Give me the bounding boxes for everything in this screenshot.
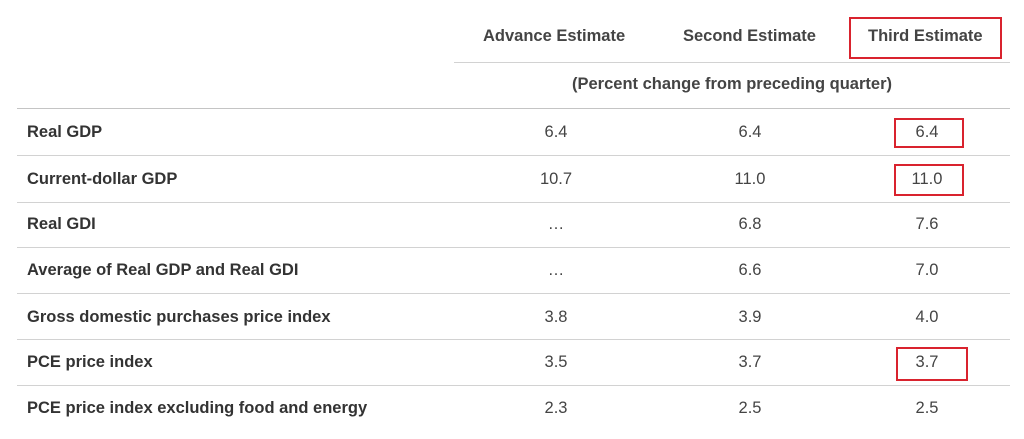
row-label-average-gdp-gdi: Average of Real GDP and Real GDI: [27, 261, 299, 279]
row-divider: [17, 385, 1010, 386]
cell-current-dollar-gdp-advance: 10.7: [539, 170, 573, 188]
header-divider: [454, 62, 1010, 63]
cell-real-gdi-advance: …: [547, 215, 565, 233]
table-subheader: (Percent change from preceding quarter): [572, 75, 892, 93]
column-header-advance-estimate: Advance Estimate: [483, 27, 626, 45]
row-label-real-gdi: Real GDI: [27, 215, 96, 233]
cell-pce-price-index-second: 3.7: [738, 353, 762, 371]
cell-real-gdi-third: 7.6: [915, 215, 939, 233]
cell-pce-ex-food-energy-advance: 2.3: [544, 399, 568, 417]
cell-real-gdp-second: 6.4: [738, 123, 762, 141]
third-estimate-highlight-box: [849, 17, 1002, 59]
cell-average-gdp-gdi-second: 6.6: [738, 261, 762, 279]
cell-pce-ex-food-energy-second: 2.5: [738, 399, 762, 417]
cell-gross-domestic-purchases-third: 4.0: [915, 308, 939, 326]
column-header-third-estimate: Third Estimate: [868, 27, 983, 45]
cell-current-dollar-gdp-second: 11.0: [734, 170, 766, 188]
cell-average-gdp-gdi-advance: …: [547, 261, 565, 279]
row-label-gross-domestic-purchases-price-index: Gross domestic purchases price index: [27, 308, 331, 326]
cell-average-gdp-gdi-third: 7.0: [915, 261, 939, 279]
cell-gross-domestic-purchases-advance: 3.8: [544, 308, 568, 326]
table-top-border: [17, 108, 1010, 109]
current-dollar-gdp-highlight-box: [894, 164, 964, 196]
row-label-pce-price-index-ex-food-energy: PCE price index excluding food and energ…: [27, 399, 368, 417]
cell-real-gdi-second: 6.8: [738, 215, 762, 233]
column-header-second-estimate: Second Estimate: [683, 27, 816, 45]
cell-pce-ex-food-energy-third: 2.5: [915, 399, 939, 417]
cell-gross-domestic-purchases-second: 3.9: [738, 308, 762, 326]
cell-current-dollar-gdp-third: 11.0: [911, 170, 943, 188]
row-label-real-gdp: Real GDP: [27, 123, 103, 141]
real-gdp-highlight-box: [894, 118, 964, 148]
row-label-pce-price-index: PCE price index: [27, 353, 153, 371]
pce-price-index-highlight-box: [896, 347, 968, 381]
row-divider: [17, 202, 1010, 203]
cell-pce-price-index-third: 3.7: [915, 353, 939, 371]
cell-real-gdp-advance: 6.4: [544, 123, 568, 141]
row-divider: [17, 247, 1010, 248]
cell-pce-price-index-advance: 3.5: [544, 353, 568, 371]
row-divider: [17, 155, 1010, 156]
row-divider: [17, 293, 1010, 294]
row-divider: [17, 339, 1010, 340]
cell-real-gdp-third: 6.4: [915, 123, 939, 141]
row-label-current-dollar-gdp: Current-dollar GDP: [27, 170, 178, 188]
